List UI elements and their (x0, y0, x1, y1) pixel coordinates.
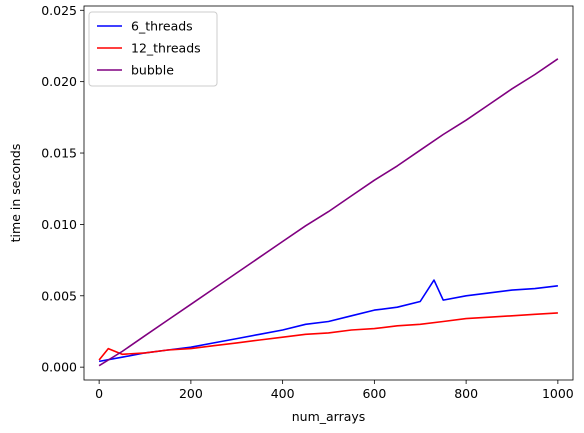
y-tick-label: 0.025 (41, 3, 77, 18)
legend-label: 6_threads (131, 19, 193, 34)
legend-box (88, 11, 218, 87)
legend-label: 12_threads (131, 41, 201, 56)
series-line-12_threads (98, 312, 558, 361)
x-axis-label: num_arrays (292, 409, 366, 424)
ticks-layer: 0 200 400 600 800 1000 0.000 0.005 0.010 0.015 0.0… (41, 3, 574, 401)
x-tick-label: 800 (454, 386, 478, 401)
x-tick-label: 200 (179, 386, 203, 401)
x-tick-label: 600 (362, 386, 386, 401)
x-tick-label: 400 (271, 386, 295, 401)
series-layer (98, 58, 559, 367)
y-axis-label: time in seconds (8, 144, 23, 243)
y-tick-label: 0.000 (41, 360, 77, 375)
y-tick-label: 0.020 (41, 74, 77, 89)
x-tick-label: 1000 (542, 386, 574, 401)
y-tick-label: 0.005 (41, 288, 77, 303)
x-tick-label: 0 (95, 386, 103, 401)
y-tick-label: 0.010 (41, 217, 77, 232)
plot-frame (83, 5, 574, 381)
y-tick-label: 0.015 (41, 146, 77, 161)
legend-label: bubble (131, 63, 174, 78)
series-line-bubble (98, 58, 559, 367)
